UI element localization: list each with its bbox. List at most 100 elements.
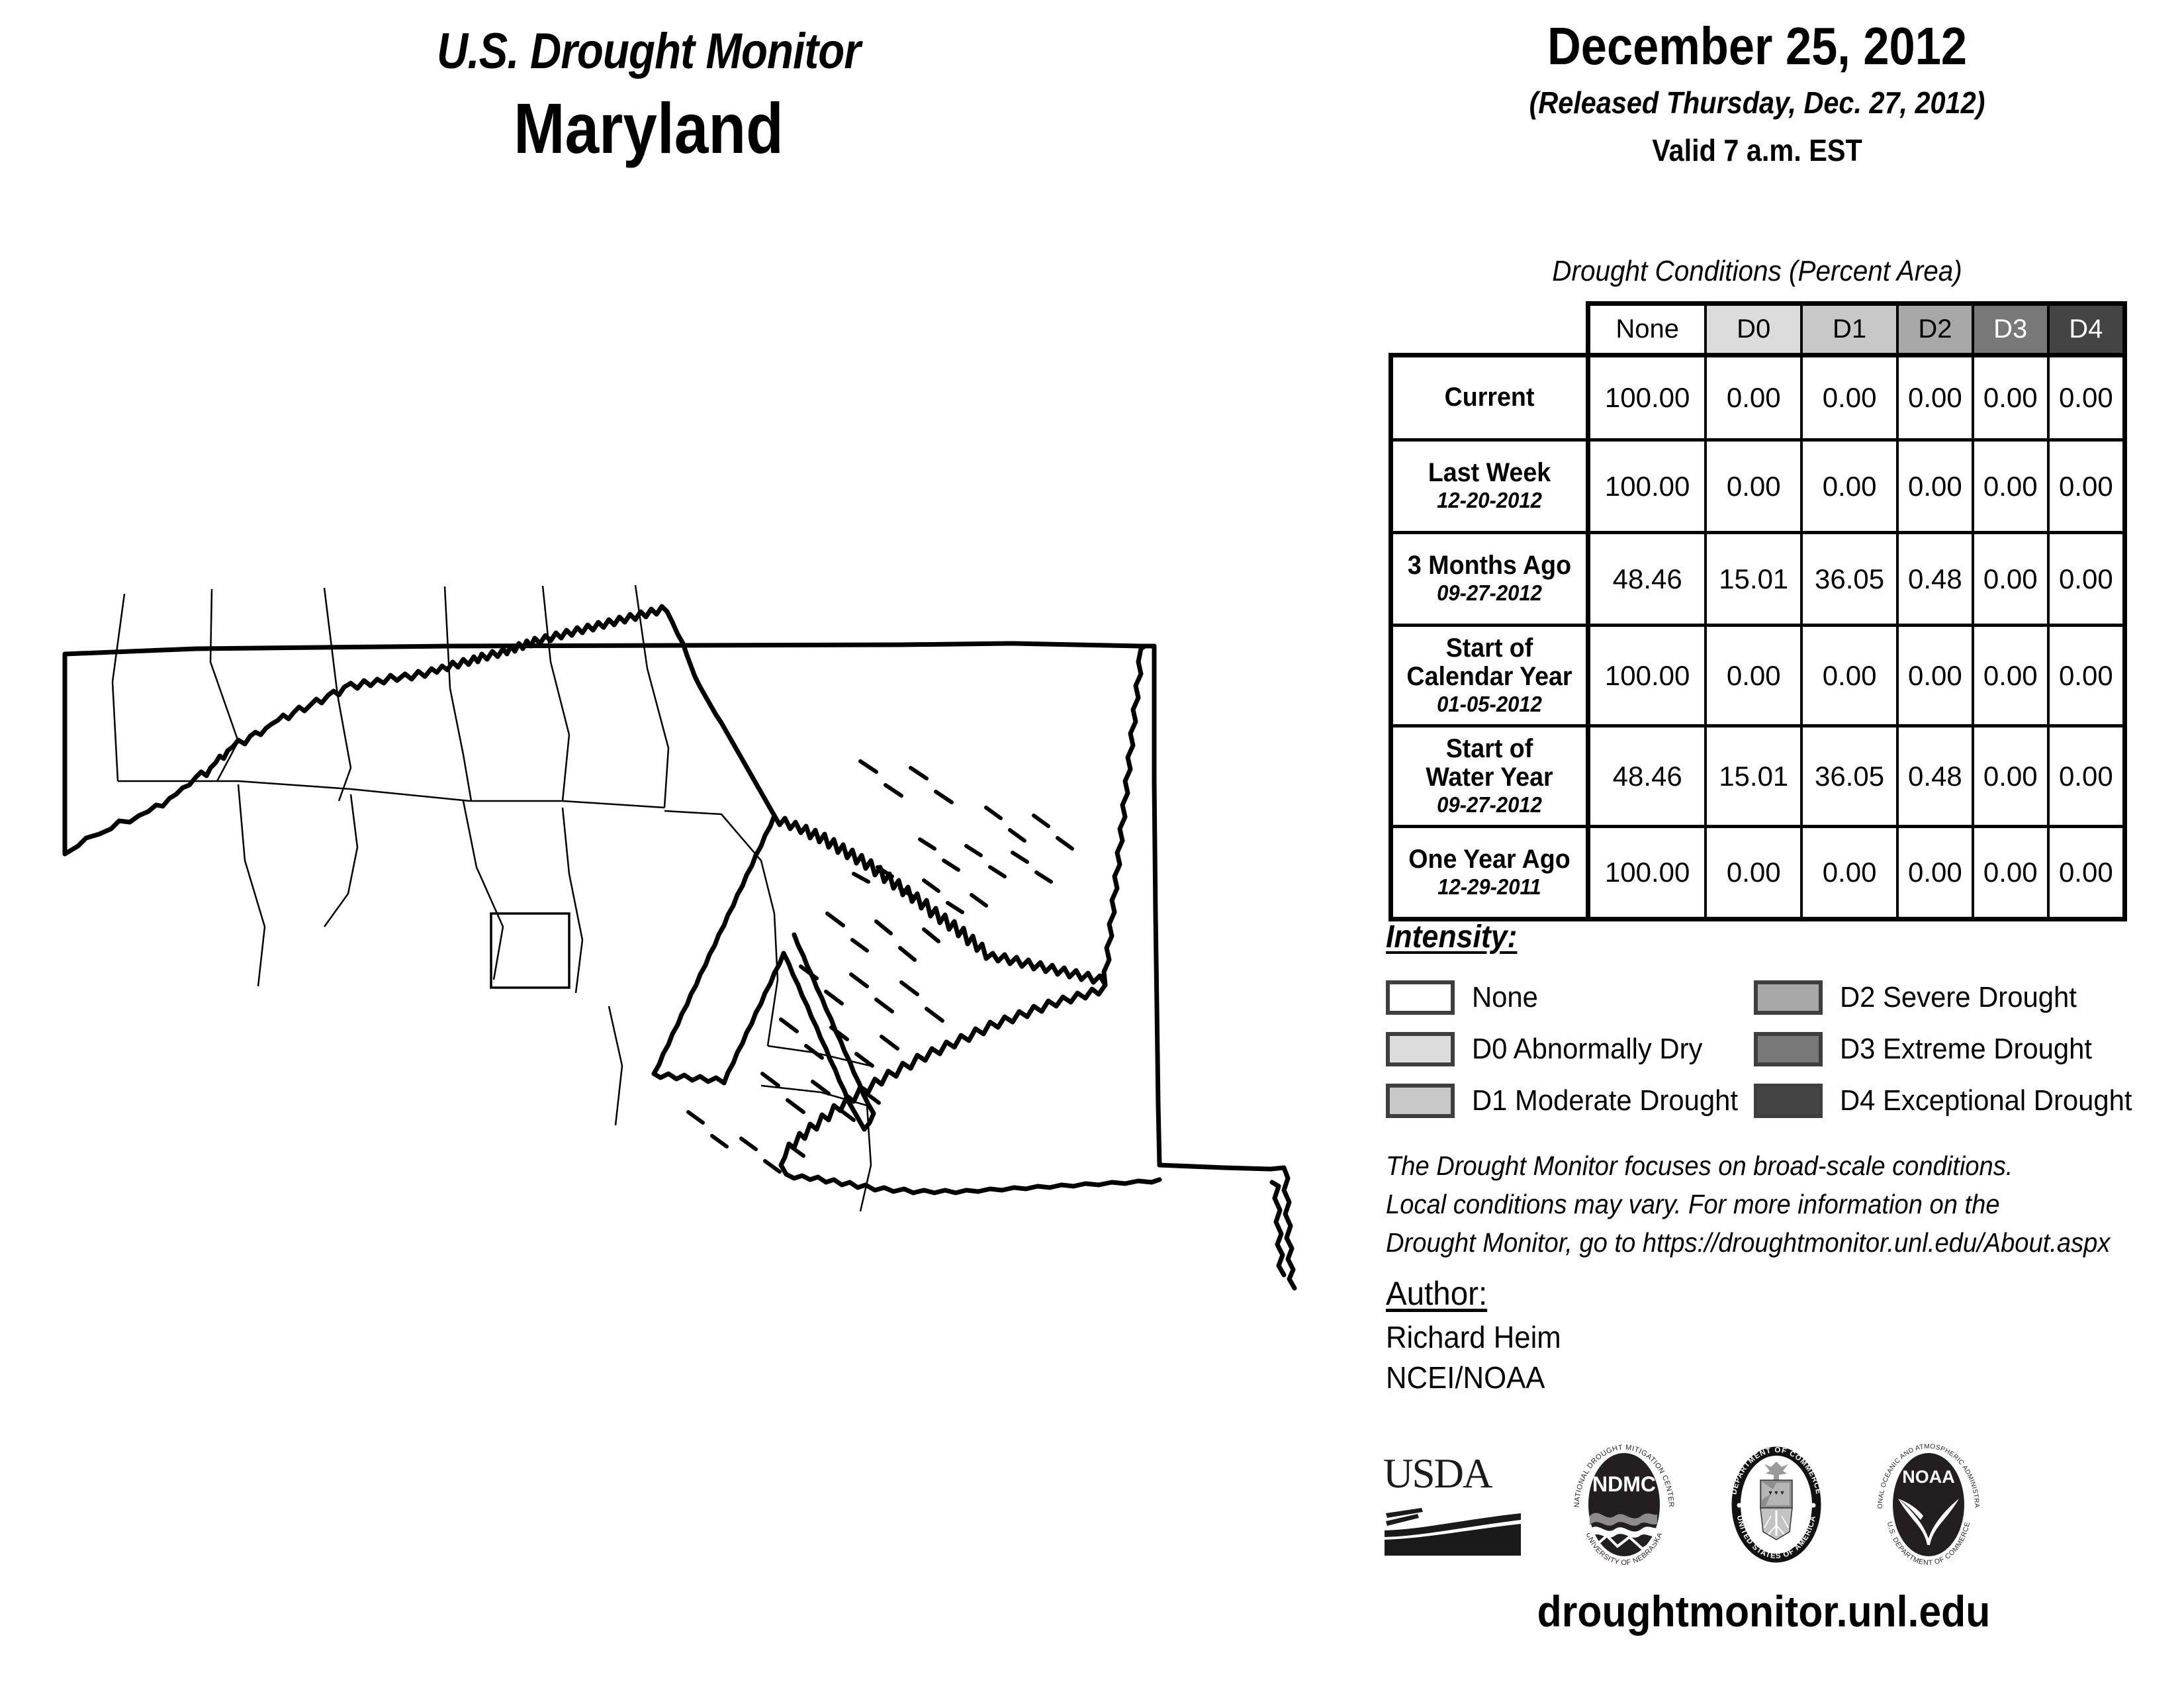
table-cell-d3: 0.00 <box>1971 724 2050 827</box>
author-heading: Author: <box>1386 1275 1488 1312</box>
table-row: 3 Months Ago 09-27-2012 48.46 15.01 36.05 0.4… <box>1388 531 2127 626</box>
left-title-block: U.S. Drought Monitor Maryland <box>0 26 1297 164</box>
author-name: Richard Heim <box>1386 1320 1561 1354</box>
table-cell-d0: 0.00 <box>1704 438 1803 533</box>
row-label-date: 12-29-2011 <box>1437 874 1541 899</box>
table-cell-d1: 0.00 <box>1800 825 1899 921</box>
ndmc-logo: NATIONAL DROUGHT MITIGATION CENTER UNIVE… <box>1567 1442 1681 1571</box>
disclaimer-text: The Drought Monitor focuses on broad-sca… <box>1386 1147 2154 1262</box>
legend-item-label: D3 Extreme Drought <box>1840 1033 2093 1065</box>
table-cell-d2: 0.00 <box>1895 353 1974 440</box>
legend-item-label: D0 Abnormally Dry <box>1472 1033 1703 1065</box>
intensity-legend-left-column: None D0 Abnormally Dry D1 Moderate Drought <box>1386 972 1752 1127</box>
table-cell-d2: 0.00 <box>1895 438 1974 533</box>
state-title: Maryland <box>514 88 784 168</box>
table-col-header-none: None <box>1586 301 1707 355</box>
table-col-header-d3: D3 <box>1971 301 2050 355</box>
table-cell-d3: 0.00 <box>1971 353 2050 440</box>
legend-item-label: D1 Moderate Drought <box>1472 1084 1738 1117</box>
table-row: Start of Water Year 09-27-2012 48.46 15.01 36… <box>1388 724 2127 827</box>
legend-color-swatch <box>1754 1084 1823 1118</box>
table-row-label: Start of Calendar Year 01-05-2012 <box>1388 624 1590 726</box>
table-cell-d1: 0.00 <box>1800 624 1899 726</box>
legend-item: D2 Severe Drought <box>1754 972 2148 1023</box>
table-cell-none: 48.46 <box>1586 531 1707 626</box>
row-label-date: 09-27-2012 <box>1437 792 1542 817</box>
table-cell-d4: 0.00 <box>2046 531 2127 626</box>
table-cell-d4: 0.00 <box>2046 624 2127 726</box>
table-cell-d1: 0.00 <box>1800 353 1899 440</box>
program-title: U.S. Drought Monitor <box>437 23 861 79</box>
table-header-row: None D0 D1 D2 D3 D4 <box>1390 301 2127 355</box>
department-of-commerce-seal-icon: DEPARTMENT OF COMMERCE UNITED STATES OF … <box>1730 1446 1822 1562</box>
legend-item: D4 Exceptional Drought <box>1754 1075 2148 1127</box>
right-header-block: December 25, 2012 (Released Thursday, De… <box>1383 17 2131 167</box>
noaa-seal-icon: NATIONAL OCEANIC AND ATMOSPHERIC ADMINIS… <box>1869 1436 1980 1567</box>
table-cell-d4: 0.00 <box>2046 438 2127 533</box>
legend-item: D1 Moderate Drought <box>1386 1075 1752 1127</box>
legend-color-swatch <box>1754 1032 1823 1066</box>
table-col-header-d2: D2 <box>1895 301 1974 355</box>
maryland-drought-map <box>62 585 1297 1291</box>
table-cell-d3: 0.00 <box>1971 438 2050 533</box>
map-state-outline <box>62 604 1297 1291</box>
legend-color-swatch <box>1386 1032 1455 1066</box>
table-header: None D0 D1 D2 D3 D4 <box>1390 301 2127 355</box>
row-label-date: 01-05-2012 <box>1437 691 1542 716</box>
table-cell-d0: 0.00 <box>1704 825 1803 921</box>
author-affiliation: NCEI/NOAA <box>1386 1360 1545 1395</box>
row-label-text: 3 Months Ago <box>1407 551 1572 581</box>
table-cell-d1: 36.05 <box>1800 724 1899 827</box>
table-row-label: One Year Ago 12-29-2011 <box>1388 825 1590 921</box>
noaa-wordmark: NOAA <box>1902 1467 1955 1487</box>
table-col-header-d1: D1 <box>1800 301 1899 355</box>
table-row: One Year Ago 12-29-2011 100.00 0.00 0.00 0.00… <box>1388 825 2127 921</box>
disclaimer-line-3: Drought Monitor, go to https://droughtmo… <box>1386 1227 2111 1258</box>
table-cell-d4: 0.00 <box>2046 353 2127 440</box>
intensity-legend-title: Intensity: <box>1386 919 1518 955</box>
table-cell-d4: 0.00 <box>2046 724 2127 827</box>
legend-item-label: D2 Severe Drought <box>1840 981 2077 1013</box>
site-url: droughtmonitor.unl.edu <box>1537 1587 1991 1636</box>
table-cell-d4: 0.00 <box>2046 825 2127 921</box>
legend-item: D3 Extreme Drought <box>1754 1023 2148 1075</box>
legend-color-swatch <box>1386 980 1455 1015</box>
table-cell-d2: 0.00 <box>1895 624 1974 726</box>
maryland-map-container <box>40 583 1350 1331</box>
table-row: Current 100.00 0.00 0.00 0.00 0.00 0.00 <box>1388 353 2127 440</box>
agency-logos: USDA NATIONAL DROUGHT MITIGATION CENTER <box>1383 1436 2144 1572</box>
map-county-borders <box>111 585 872 1212</box>
row-label-date: 09-27-2012 <box>1437 581 1542 606</box>
row-label-date: 12-20-2012 <box>1437 488 1542 513</box>
usda-wordmark: USDA <box>1383 1450 1493 1497</box>
table-cell-d0: 0.00 <box>1704 353 1803 440</box>
table-row-label: Current <box>1388 353 1590 440</box>
table-cell-d3: 0.00 <box>1971 624 2050 726</box>
usda-field-icon <box>1385 1508 1521 1556</box>
table-cell-d2: 0.48 <box>1895 531 1974 626</box>
valid-time: Valid 7 a.m. EST <box>1652 133 1862 167</box>
usda-logo: USDA <box>1383 1453 1529 1559</box>
table-body: Current 100.00 0.00 0.00 0.00 0.00 0.00 Last We… <box>1388 353 2127 921</box>
table-col-header-d0: D0 <box>1704 301 1803 355</box>
valid-date: December 25, 2012 <box>1547 17 1968 75</box>
intensity-legend-right-column: D2 Severe Drought D3 Extreme Drought D4 Ex… <box>1754 972 2148 1127</box>
table-row: Last Week 12-20-2012 100.00 0.00 0.00 0.00 0.0… <box>1388 438 2127 533</box>
release-date: (Released Thursday, Dec. 27, 2012) <box>1529 85 1985 120</box>
table-cell-none: 100.00 <box>1586 624 1707 726</box>
table-row: Start of Calendar Year 01-05-2012 100.00 0.0… <box>1388 624 2127 726</box>
disclaimer-line-2: Local conditions may vary. For more info… <box>1386 1189 2000 1220</box>
legend-item: None <box>1386 972 1752 1023</box>
table-cell-d0: 0.00 <box>1704 624 1803 726</box>
row-label-text: Water Year <box>1426 762 1553 792</box>
row-label-text: Current <box>1444 383 1535 412</box>
table-col-header-d4: D4 <box>2046 301 2127 355</box>
legend-item-label: D4 Exceptional Drought <box>1840 1084 2132 1117</box>
map-dc-inset <box>490 912 570 989</box>
legend-color-swatch <box>1386 1084 1455 1118</box>
disclaimer-line-1: The Drought Monitor focuses on broad-sca… <box>1386 1150 2013 1181</box>
table-cell-d1: 0.00 <box>1800 438 1899 533</box>
row-label-text: Start of <box>1445 633 1533 663</box>
author-block: Richard Heim NCEI/NOAA <box>1386 1317 1570 1397</box>
ndmc-seal-icon: NATIONAL DROUGHT MITIGATION CENTER UNIVE… <box>1573 1443 1675 1566</box>
